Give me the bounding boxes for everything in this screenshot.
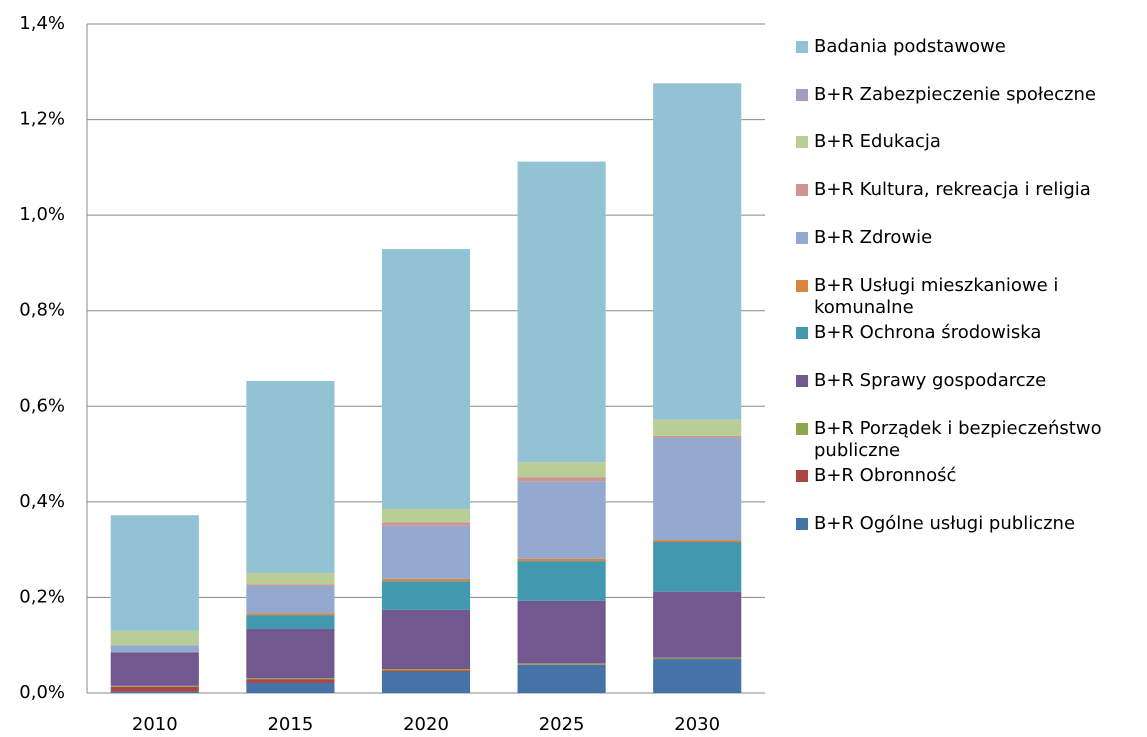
bar-segment	[653, 657, 742, 659]
bar-segment	[653, 419, 742, 436]
bar-segment	[517, 462, 606, 478]
legend-item: B+R Edukacja	[796, 131, 1141, 153]
bar-segment	[246, 584, 335, 586]
legend-swatch	[796, 327, 808, 340]
bar-segment	[381, 671, 471, 693]
bar-segment	[381, 509, 471, 523]
y-tick-label: 0,0%	[19, 682, 65, 703]
legend-item: B+R Usługi mieszkaniowe i komunalne	[796, 275, 1141, 319]
legend-swatch	[796, 231, 808, 244]
legend-label: B+R Ogólne usługi publiczne	[814, 513, 1076, 534]
bar-segment	[517, 664, 606, 693]
legend-item: Badania podstawowe	[796, 36, 1141, 58]
bar-segment	[246, 682, 335, 693]
legend-item: B+R Porządek i bezpieczeństwo publiczne	[796, 418, 1141, 462]
legend-item: B+R Ogólne usługi publiczne	[796, 513, 1141, 535]
bar-segment	[653, 437, 742, 541]
bar-segment	[381, 522, 471, 526]
legend-label: B+R Usługi mieszkaniowe i komunalne	[814, 274, 1059, 318]
x-tick-label: 2030	[674, 714, 720, 735]
bar-segment	[110, 645, 199, 653]
x-tick-label: 2025	[539, 714, 585, 735]
legend-item: B+R Ochrona środowiska	[796, 322, 1141, 344]
legend-swatch	[796, 518, 808, 530]
bar-segment	[381, 581, 471, 610]
legend-item: B+R Obronność	[796, 465, 1141, 487]
bar-segment	[517, 558, 606, 562]
bar-segment	[517, 481, 606, 559]
bar-segment	[110, 686, 199, 692]
y-tick-label: 1,2%	[19, 109, 65, 130]
bar-segment	[246, 613, 335, 616]
bar-segment	[246, 679, 335, 683]
bar-segment	[653, 659, 742, 693]
bar-segment	[517, 477, 606, 482]
legend-label: B+R Ochrona środowiska	[814, 322, 1042, 344]
bar-segment	[653, 541, 742, 592]
bar-segment	[381, 670, 471, 672]
bar-segment	[246, 615, 335, 629]
bar-segment	[381, 669, 471, 671]
bar-segment	[517, 161, 606, 463]
x-tick-label: 2015	[267, 714, 313, 735]
bar-segment	[246, 628, 335, 679]
legend-label: B+R Obronność	[814, 465, 957, 487]
legend-swatch	[796, 41, 808, 53]
bar-segment	[246, 678, 335, 680]
bar-segment	[381, 249, 471, 510]
bar-segment	[110, 691, 199, 693]
legend-swatch	[796, 422, 808, 435]
bar-segment	[246, 585, 335, 614]
legend-label: B+R Porządek i bezpieczeństwo publiczne	[814, 417, 1102, 461]
bar-segment	[246, 380, 335, 574]
legend-label: B+R Zabezpieczenie społeczne	[814, 83, 1096, 105]
legend-label: B+R Edukacja	[814, 131, 941, 153]
bar-segment	[517, 663, 606, 665]
legend-swatch	[796, 88, 808, 101]
bar-segment	[517, 561, 606, 601]
y-tick-label: 0,8%	[19, 300, 65, 321]
y-tick-label: 1,4%	[19, 13, 65, 34]
x-tick-label: 2010	[132, 714, 178, 735]
legend-item: B+R Zabezpieczenie społeczne	[796, 84, 1141, 106]
legend-label: B+R Kultura, rekreacja i religia	[814, 179, 1091, 201]
bar-segment	[381, 578, 471, 582]
bar-segment	[517, 600, 606, 664]
x-tick-label: 2020	[403, 714, 449, 735]
bar-segment	[653, 540, 742, 542]
bar-segment	[110, 652, 199, 686]
legend-swatch	[796, 184, 808, 197]
legend-swatch	[796, 374, 808, 387]
legend-swatch	[796, 279, 808, 292]
legend-label: B+R Sprawy gospodarcze	[814, 369, 1047, 391]
legend-item: B+R Zdrowie	[796, 227, 1141, 249]
y-tick-label: 0,2%	[19, 586, 65, 607]
bar-segment	[381, 525, 471, 579]
bar-segment	[110, 685, 199, 687]
bar-segment	[653, 435, 742, 438]
bar-segment	[381, 609, 471, 670]
legend-label: B+R Zdrowie	[814, 226, 933, 248]
y-tick-label: 0,6%	[19, 395, 65, 416]
y-tick-label: 0,4%	[19, 491, 65, 512]
bar-segment	[110, 515, 199, 631]
bar-segment	[653, 83, 742, 420]
bar-segment	[653, 591, 742, 658]
legend-item: B+R Sprawy gospodarcze	[796, 370, 1141, 392]
bar-segment	[246, 573, 335, 585]
bar-segment	[110, 630, 199, 646]
legend-swatch	[796, 136, 808, 149]
legend-item: B+R Kultura, rekreacja i religia	[796, 179, 1141, 201]
legend-swatch	[796, 470, 808, 483]
y-tick-label: 1,0%	[19, 204, 65, 225]
legend-label: Badania podstawowe	[814, 36, 1006, 57]
